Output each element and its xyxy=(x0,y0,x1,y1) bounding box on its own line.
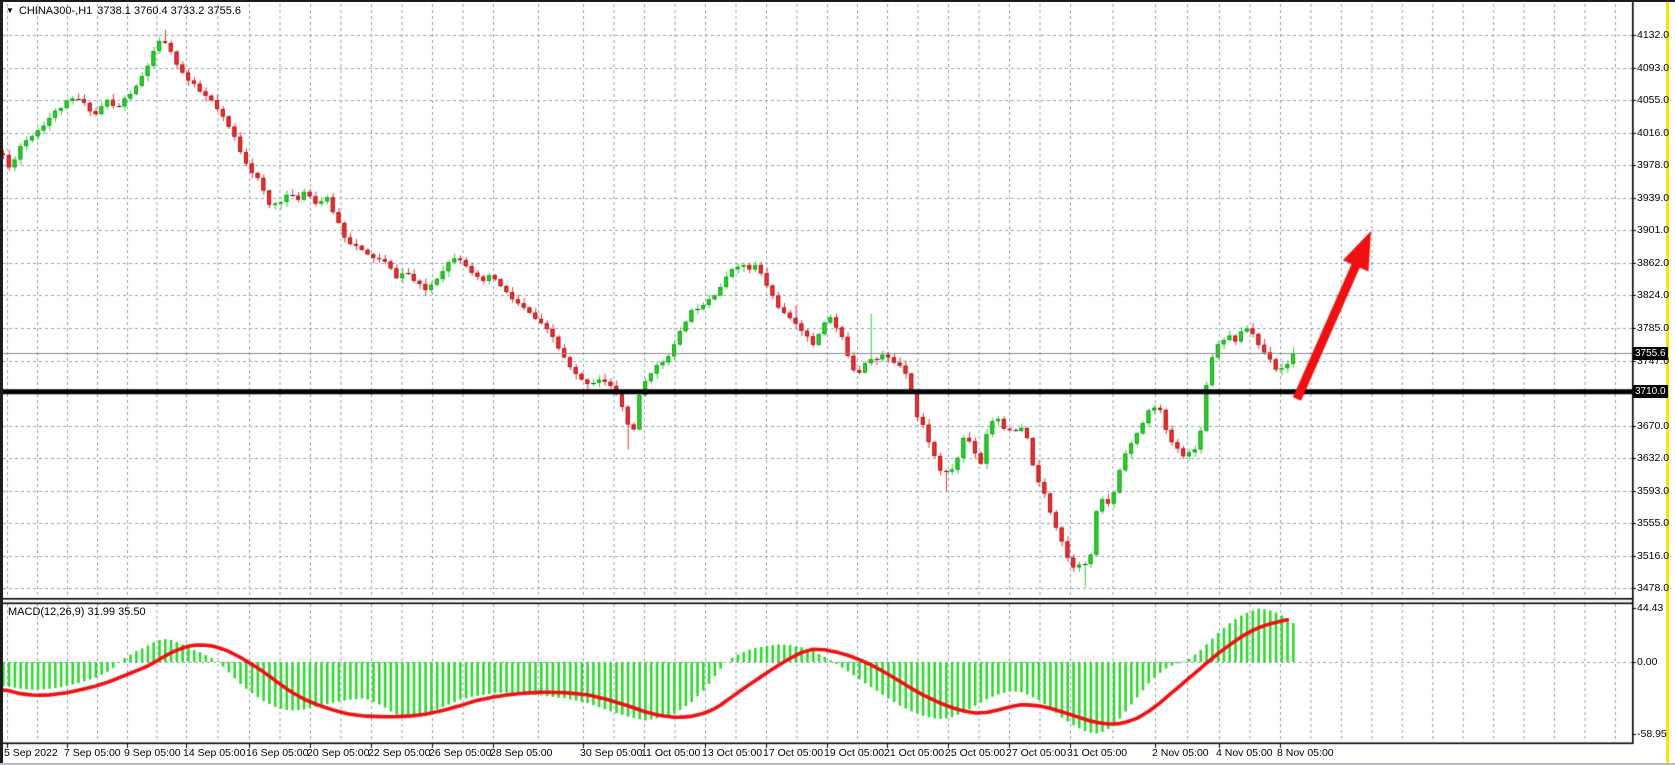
time-tick-label: 19 Oct 05:00 xyxy=(824,747,885,759)
time-tick-label: 16 Sep 05:00 xyxy=(246,747,309,759)
symbol-dropdown-icon[interactable]: ▼ xyxy=(6,6,14,15)
time-tick-label: 14 Sep 05:00 xyxy=(183,747,246,759)
time-tick-label: 21 Oct 05:00 xyxy=(884,747,945,759)
price-tick-label: 3593.0 xyxy=(1637,484,1670,497)
time-tick-label: 4 Nov 05:00 xyxy=(1216,747,1273,759)
time-tick-label: 25 Oct 05:00 xyxy=(945,747,1006,759)
window-left-border xyxy=(0,0,3,765)
time-tick-label: 13 Oct 05:00 xyxy=(702,747,763,759)
symbol-label: CHINA300-,H1 xyxy=(18,5,93,17)
time-tick-label: 31 Oct 05:00 xyxy=(1067,747,1128,759)
time-axis[interactable]: 5 Sep 2022 7 Sep 05:00 9 Sep 05:00 14 Sep 0… xyxy=(0,744,1632,762)
window-bottom-border xyxy=(0,763,1675,765)
time-tick-label: 30 Sep 05:00 xyxy=(580,747,643,759)
window-edge-highlight xyxy=(1666,2,1669,763)
time-tick-label: 22 Sep 05:00 xyxy=(368,747,431,759)
price-tick-label: 4016.0 xyxy=(1637,127,1670,140)
time-tick-label: 27 Oct 05:00 xyxy=(1006,747,1067,759)
macd-tick-label: -58.95 xyxy=(1637,727,1667,740)
price-tick-label: 3901.0 xyxy=(1637,224,1670,237)
price-tick-label: 3670.0 xyxy=(1637,419,1670,432)
time-tick-label: 17 Oct 05:00 xyxy=(763,747,824,759)
price-tick-label: 3632.0 xyxy=(1637,451,1670,464)
time-tick-label: 7 Sep 05:00 xyxy=(64,747,121,759)
macd-name: MACD(12,26,9) xyxy=(8,606,85,618)
time-tick-label: 28 Sep 05:00 xyxy=(490,747,553,759)
price-tick-label: 3555.0 xyxy=(1637,516,1670,529)
hline-price-tag: 3710.0 xyxy=(1633,385,1668,399)
price-tick-label: 3516.0 xyxy=(1637,549,1670,562)
macd-indicator-label: MACD(12,26,9) 31.99 35.50 xyxy=(8,606,146,618)
bid-price-tag: 3755.6 xyxy=(1633,346,1668,360)
time-tick-label: 20 Sep 05:00 xyxy=(307,747,370,759)
time-tick-label: 11 Oct 05:00 xyxy=(641,747,701,759)
price-tick-label: 4093.0 xyxy=(1637,61,1670,74)
price-axis[interactable]: 4132.0 4093.0 4055.0 4016.0 3978.0 3939.0 3901… xyxy=(1636,0,1670,765)
price-tick-label: 3478.0 xyxy=(1637,582,1670,594)
price-tick-label: 3939.0 xyxy=(1637,192,1670,205)
price-tick-label: 3862.0 xyxy=(1637,257,1670,270)
price-tick-label: 3785.0 xyxy=(1637,322,1670,335)
time-tick-label: 2 Nov 05:00 xyxy=(1152,747,1209,759)
price-tick-label: 3978.0 xyxy=(1637,159,1670,172)
time-tick-label: 9 Sep 05:00 xyxy=(124,747,181,759)
time-tick-label: 5 Sep 2022 xyxy=(4,747,58,759)
macd-tick-label: 0.00 xyxy=(1637,656,1658,668)
chart-title: ▼ CHINA300-,H1 3738.1 3760.4 3733.2 3755… xyxy=(6,5,241,17)
time-tick-label: 8 Nov 05:00 xyxy=(1277,747,1334,759)
time-tick-label: 26 Sep 05:00 xyxy=(429,747,492,759)
window-top-border xyxy=(0,0,1675,2)
macd-tick-label: 44.43 xyxy=(1637,601,1664,614)
price-tick-label: 4132.0 xyxy=(1637,29,1670,41)
ohlc-readout: 3738.1 3760.4 3733.2 3755.6 xyxy=(97,5,242,17)
price-tick-label: 4055.0 xyxy=(1637,94,1670,107)
price-tick-label: 3824.0 xyxy=(1637,289,1670,302)
macd-values: 31.99 35.50 xyxy=(87,606,146,618)
